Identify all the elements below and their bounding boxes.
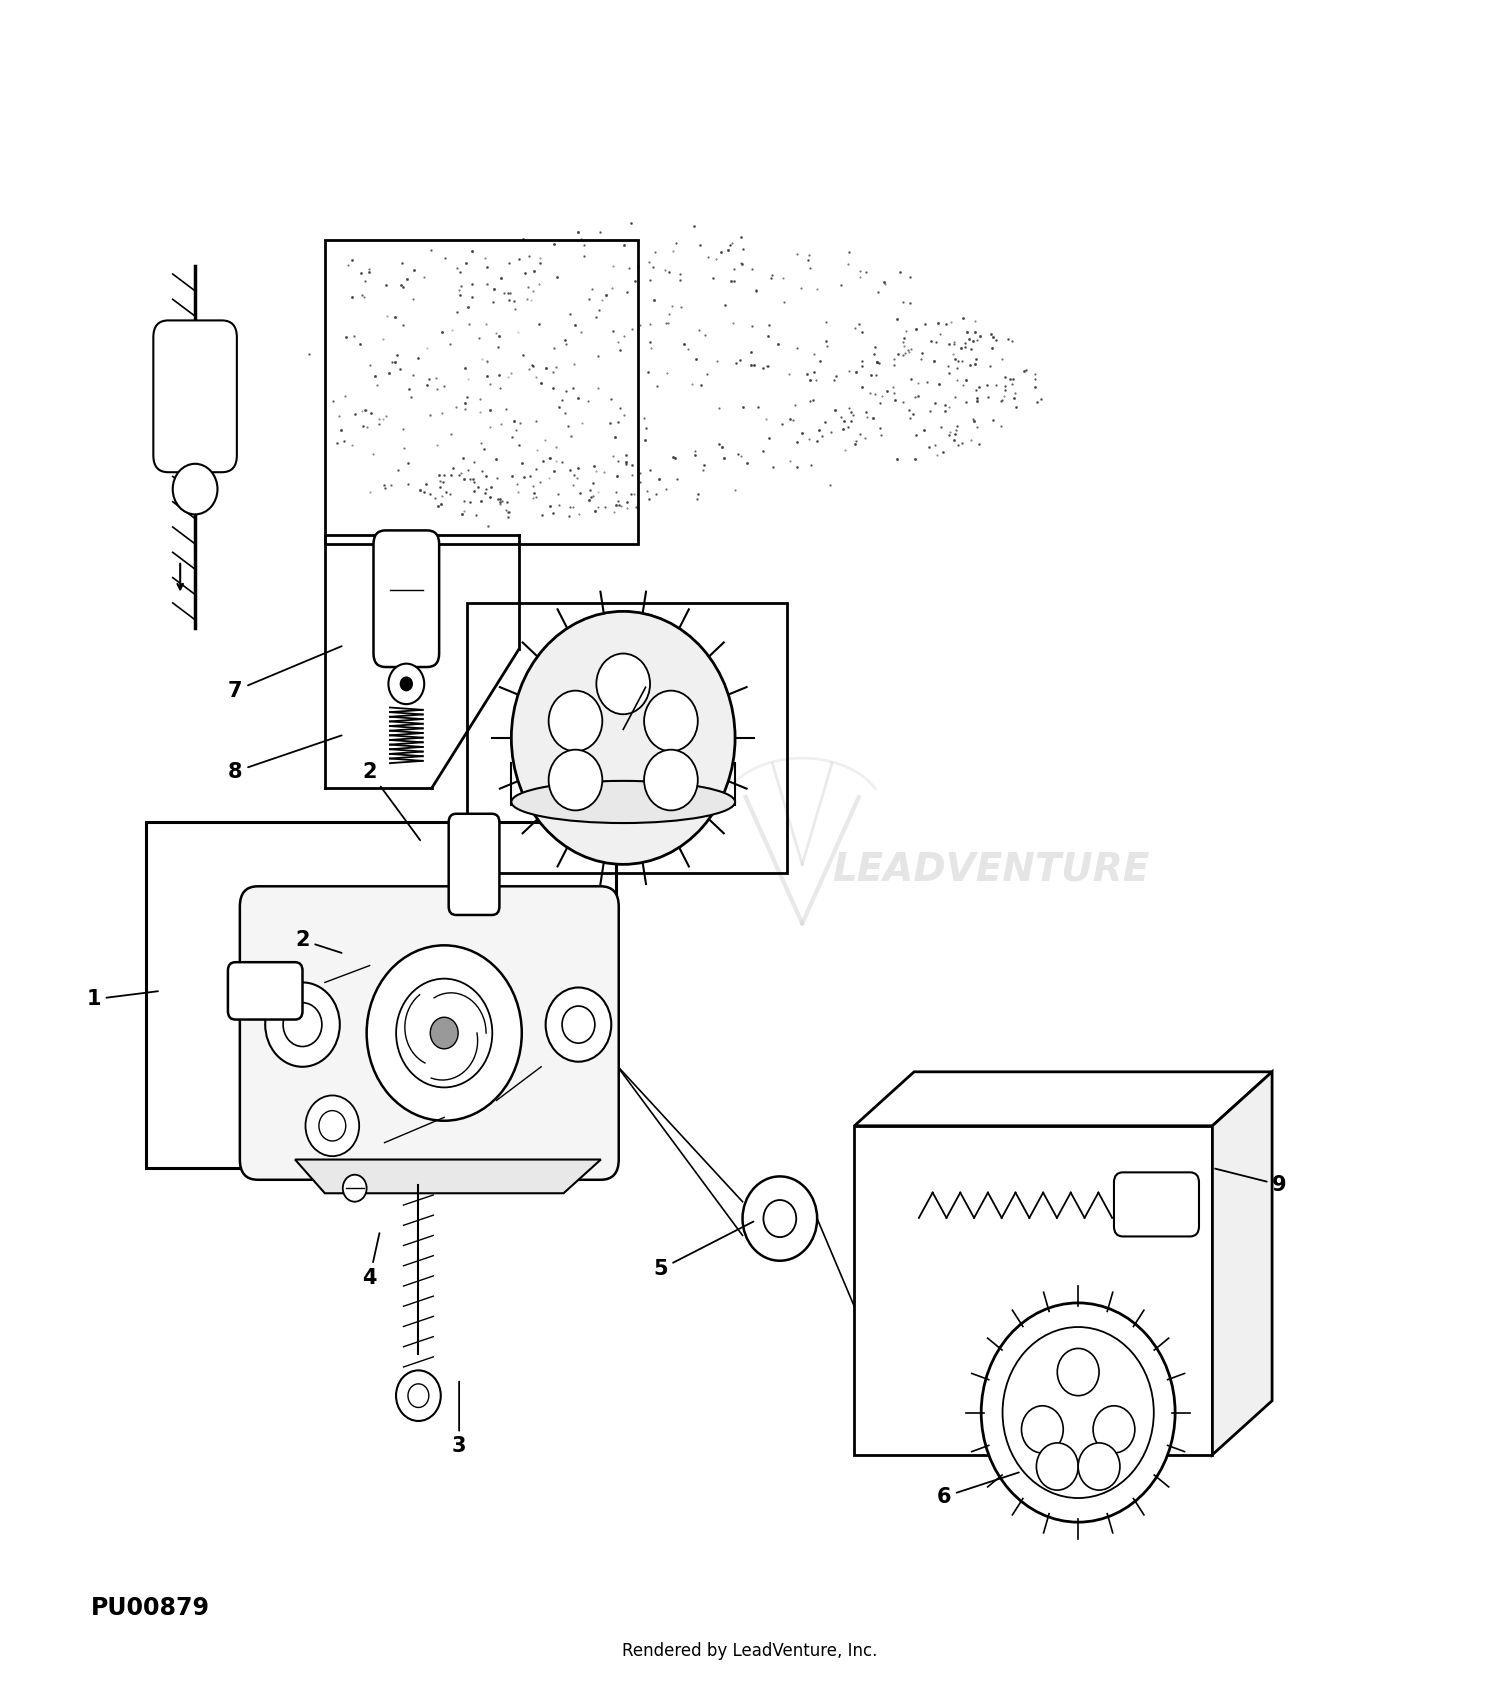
Circle shape	[1002, 1327, 1154, 1498]
Circle shape	[1036, 1442, 1078, 1490]
Polygon shape	[855, 1071, 1272, 1125]
Circle shape	[396, 978, 492, 1088]
Circle shape	[1094, 1405, 1136, 1453]
Text: 3: 3	[452, 1381, 466, 1456]
Text: 4: 4	[363, 1232, 380, 1288]
Circle shape	[306, 1095, 358, 1156]
Circle shape	[400, 676, 412, 690]
Circle shape	[396, 1370, 441, 1420]
Text: 8: 8	[228, 736, 342, 781]
FancyBboxPatch shape	[228, 963, 303, 1019]
Circle shape	[388, 664, 424, 703]
Circle shape	[344, 1175, 366, 1202]
Text: 1: 1	[87, 990, 158, 1009]
Text: Rendered by LeadVenture, Inc.: Rendered by LeadVenture, Inc.	[622, 1642, 878, 1661]
Text: 2: 2	[363, 761, 420, 841]
Circle shape	[320, 1110, 346, 1141]
Bar	[466, 603, 788, 873]
Circle shape	[266, 983, 340, 1066]
Bar	[146, 822, 615, 1168]
FancyBboxPatch shape	[1114, 1173, 1198, 1236]
Bar	[326, 241, 638, 544]
Circle shape	[764, 1200, 796, 1237]
Circle shape	[172, 464, 217, 514]
Circle shape	[742, 1176, 818, 1261]
Circle shape	[284, 1003, 322, 1046]
Text: 9: 9	[1215, 1168, 1287, 1195]
Circle shape	[1058, 1349, 1100, 1395]
Circle shape	[549, 690, 603, 751]
FancyBboxPatch shape	[240, 886, 618, 1180]
Circle shape	[366, 946, 522, 1120]
Circle shape	[562, 1007, 596, 1042]
Text: 7: 7	[228, 646, 342, 700]
FancyBboxPatch shape	[374, 531, 440, 668]
Circle shape	[549, 749, 603, 810]
Text: 6: 6	[936, 1473, 1019, 1507]
Circle shape	[546, 988, 612, 1061]
FancyBboxPatch shape	[448, 814, 500, 915]
Text: PU00879: PU00879	[90, 1597, 210, 1620]
Text: 5: 5	[652, 1222, 753, 1280]
Circle shape	[1022, 1405, 1064, 1453]
Circle shape	[644, 749, 698, 810]
Circle shape	[981, 1303, 1174, 1522]
Text: LEADVENTURE: LEADVENTURE	[833, 851, 1149, 888]
Circle shape	[597, 654, 650, 714]
Text: 2: 2	[296, 931, 342, 953]
Polygon shape	[296, 1159, 602, 1193]
Circle shape	[430, 1017, 457, 1049]
Circle shape	[1078, 1442, 1120, 1490]
FancyBboxPatch shape	[153, 320, 237, 473]
Ellipse shape	[512, 781, 735, 824]
Circle shape	[644, 690, 698, 751]
Circle shape	[408, 1383, 429, 1407]
Polygon shape	[1212, 1071, 1272, 1454]
Circle shape	[512, 612, 735, 864]
